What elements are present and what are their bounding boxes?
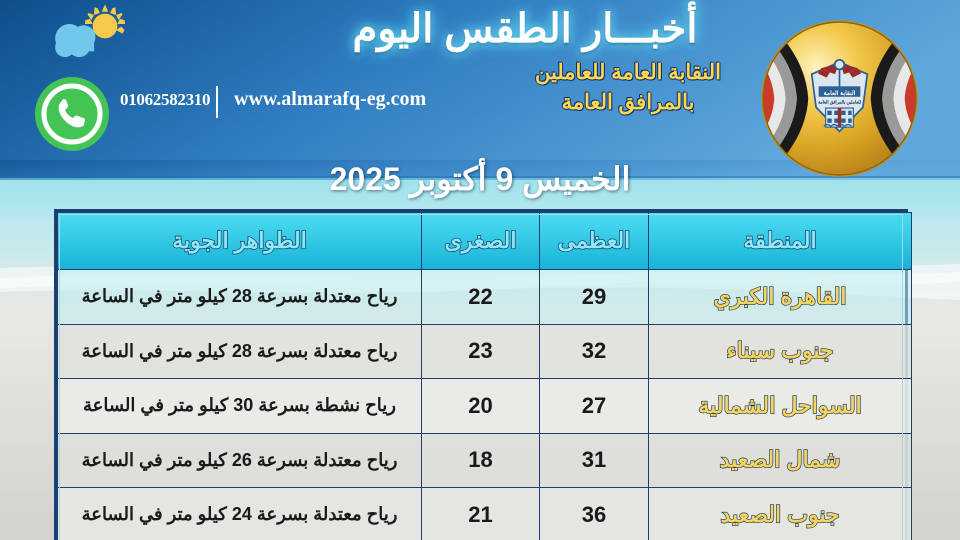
svg-text:النقابة العامة: النقابة العامة bbox=[824, 90, 856, 97]
